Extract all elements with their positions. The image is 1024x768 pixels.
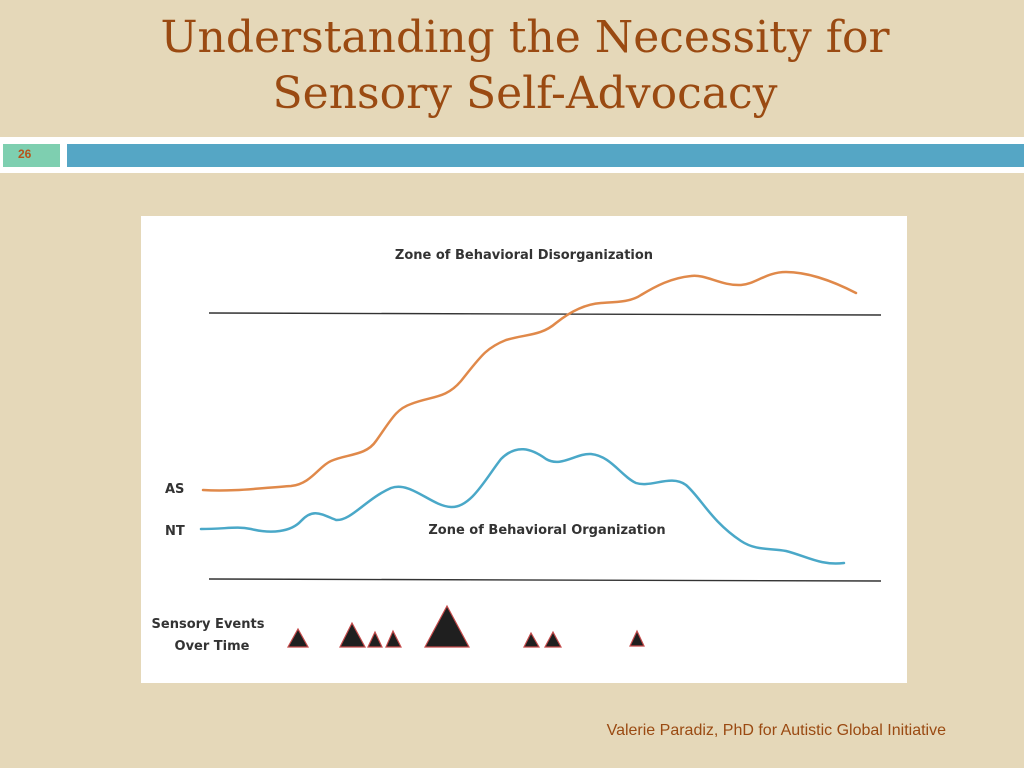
slide-number: 26 — [18, 147, 32, 161]
zone-disorganization-label: Zone of Behavioral Disorganization — [395, 248, 653, 263]
as-label: AS — [165, 482, 184, 497]
header-accent-bar — [67, 144, 1024, 167]
organization-baseline-line — [208, 578, 882, 582]
sensory-events-label-line2: Over Time — [175, 639, 250, 654]
sensory-event-marker — [339, 621, 367, 648]
sensory-events-label-line1: Sensory Events — [152, 617, 265, 632]
nt-label: NT — [165, 524, 185, 539]
slide-title-line1: Understanding the Necessity for — [160, 12, 890, 63]
slide-title-line2: Sensory Self-Advocacy — [272, 68, 778, 119]
as-curve — [201, 270, 858, 492]
nt-curve — [199, 448, 846, 565]
diagram-panel: Zone of Behavioral Disorganization Zone … — [141, 216, 907, 683]
slide-number-box — [3, 144, 60, 167]
sensory-event-marker — [367, 630, 383, 648]
sensory-event-marker — [523, 631, 541, 648]
sensory-event-marker — [629, 629, 645, 647]
disorganization-threshold-line — [208, 312, 882, 316]
slide-title: Understanding the Necessity for Sensory … — [0, 10, 1024, 122]
sensory-event-marker — [286, 627, 310, 648]
slide-footer: Valerie Paradiz, PhD for Autistic Global… — [606, 722, 946, 739]
sensory-diagram: Zone of Behavioral Disorganization Zone … — [152, 248, 882, 654]
sensory-event-marker — [385, 629, 402, 648]
sensory-event-marker — [544, 630, 562, 648]
zone-organization-label: Zone of Behavioral Organization — [428, 523, 665, 538]
sensory-event-marker — [423, 604, 471, 648]
